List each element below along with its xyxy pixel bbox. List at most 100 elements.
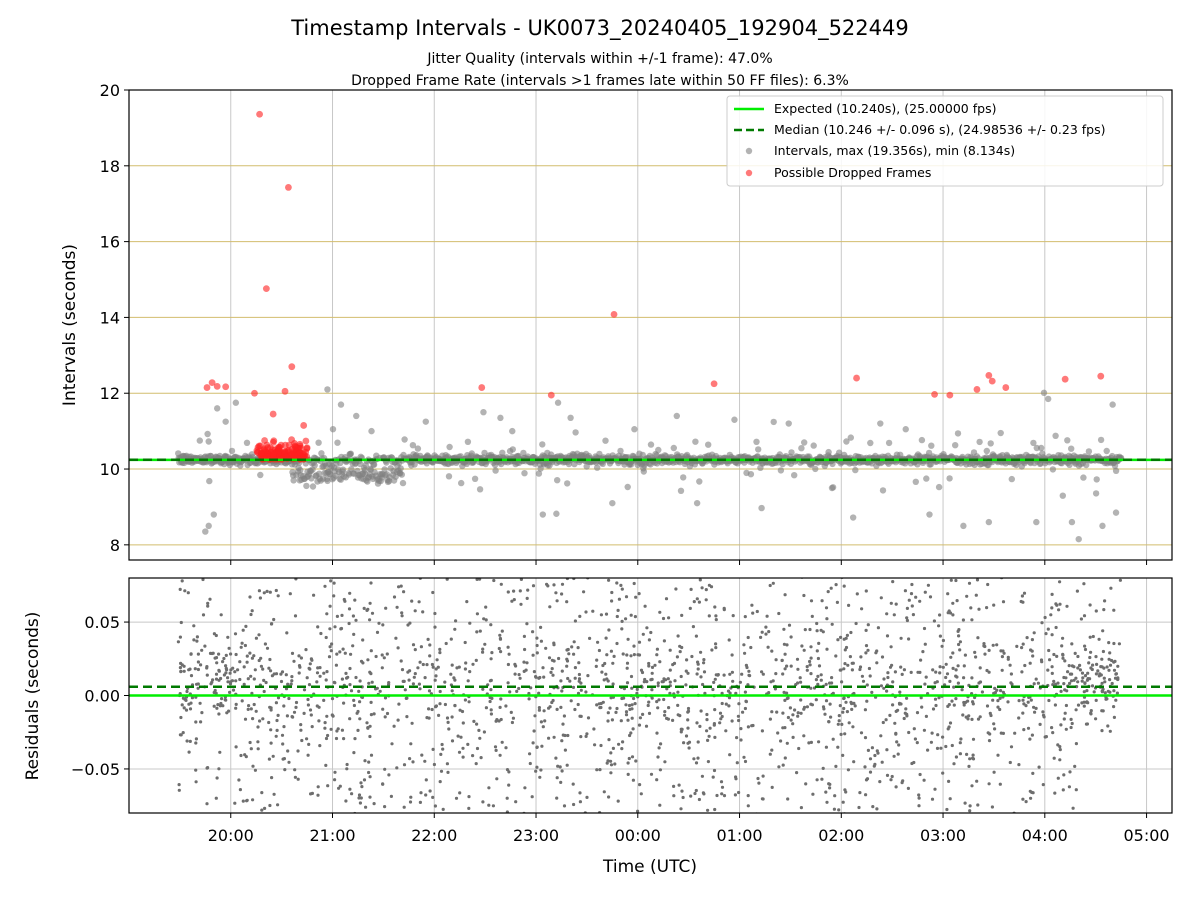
interval-point (520, 449, 527, 457)
residual-point (975, 779, 979, 783)
residual-point (861, 679, 866, 683)
residual-point (224, 653, 228, 658)
residual-point (539, 625, 543, 630)
residual-point (463, 640, 467, 645)
residual-point (854, 621, 858, 626)
residual-point (679, 807, 683, 811)
residual-point (306, 753, 310, 757)
residual-point (633, 615, 638, 619)
residual-point (259, 664, 263, 668)
residual-point (788, 815, 791, 818)
residual-point (289, 682, 293, 686)
residual-point (605, 653, 609, 657)
residual-point (1058, 580, 1062, 584)
interval-point (1068, 445, 1075, 452)
residual-point (875, 661, 879, 665)
interval-point (976, 438, 983, 446)
residual-point (1082, 704, 1086, 708)
residual-point (537, 708, 542, 712)
residual-point (982, 642, 986, 646)
interval-point (290, 477, 297, 484)
residual-point (567, 824, 570, 827)
residual-point (446, 770, 450, 775)
residual-point (630, 716, 634, 720)
residual-point (225, 711, 229, 715)
residual-point (819, 678, 823, 682)
residual-point (987, 570, 990, 573)
residual-point (192, 624, 196, 628)
residual-point (374, 687, 378, 691)
residual-point (964, 563, 967, 566)
residual-point (894, 602, 898, 606)
residual-point (769, 680, 773, 684)
residual-point (333, 770, 337, 774)
residual-point (921, 650, 925, 654)
residual-point (599, 701, 603, 706)
residual-point (1063, 659, 1067, 663)
residual-point (946, 704, 950, 709)
intervals-x-ticks (230, 560, 1148, 565)
residual-point (385, 711, 390, 716)
residual-point (768, 717, 773, 721)
residual-point (282, 704, 286, 708)
residual-point (537, 691, 541, 695)
residual-point (604, 636, 608, 640)
residual-point (535, 643, 539, 648)
residual-point (353, 598, 357, 602)
residual-point (1050, 606, 1054, 610)
residual-point (686, 726, 690, 730)
residual-point (1030, 638, 1034, 642)
residual-point (645, 626, 649, 630)
residual-point (905, 616, 909, 620)
residual-point (351, 614, 355, 618)
residual-point (194, 780, 198, 784)
interval-point (353, 412, 360, 420)
residual-point (489, 712, 493, 716)
residual-point (251, 764, 255, 768)
residual-point (688, 606, 692, 611)
residual-point (500, 740, 504, 744)
residual-point (467, 795, 471, 799)
residual-point (609, 751, 613, 755)
residual-point (985, 704, 990, 708)
residual-point (288, 592, 292, 596)
residual-point (1052, 756, 1056, 760)
residual-point (497, 646, 501, 651)
residual-point (484, 605, 488, 609)
residual-point (302, 711, 306, 716)
residual-point (1103, 680, 1107, 684)
residual-point (247, 704, 251, 708)
residual-point (819, 673, 823, 677)
residual-point (620, 627, 624, 631)
residual-point (918, 599, 922, 603)
residual-point (341, 647, 345, 651)
residual-point (1086, 671, 1090, 675)
residual-point (315, 680, 319, 684)
residual-point (514, 664, 518, 668)
residual-point (1078, 668, 1082, 672)
residual-point (1108, 729, 1112, 733)
residual-point (684, 734, 689, 738)
residual-point (300, 738, 304, 743)
residual-point (996, 753, 1000, 757)
interval-point (1092, 490, 1100, 497)
residual-point (905, 696, 909, 700)
residual-point (362, 563, 365, 566)
residual-point (686, 718, 690, 722)
residual-point (518, 676, 522, 680)
residual-point (354, 618, 358, 622)
residual-point (535, 651, 539, 655)
residual-point (450, 739, 455, 743)
residual-point (894, 709, 898, 714)
residual-point (637, 640, 642, 644)
residual-point (938, 613, 942, 617)
residual-point (631, 727, 635, 731)
dropped-frame-point (269, 438, 277, 446)
residual-point (747, 673, 751, 677)
residual-point (478, 823, 481, 826)
residual-point (340, 728, 344, 732)
interval-point (885, 439, 893, 447)
residual-point (871, 805, 875, 809)
residual-point (286, 682, 290, 686)
